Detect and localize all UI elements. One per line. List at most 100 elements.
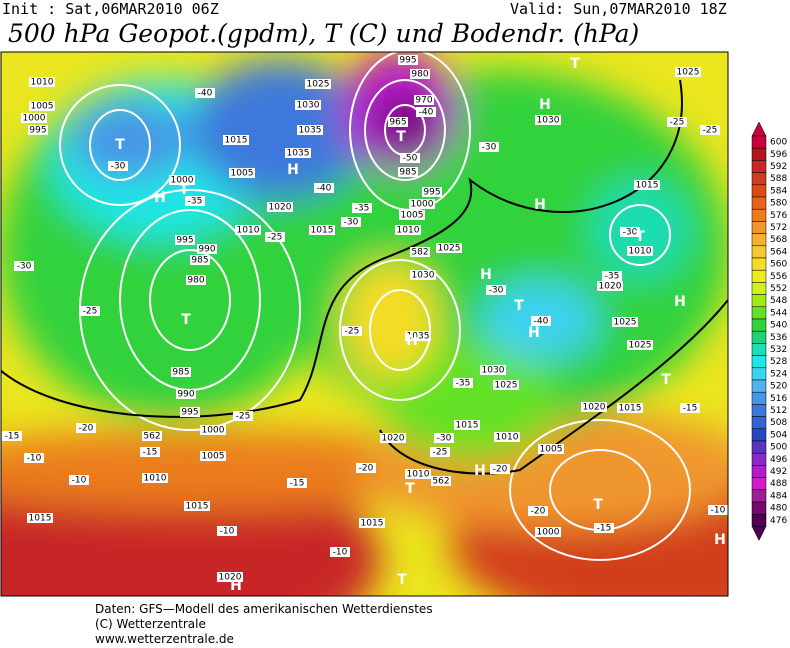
label-box: [171, 367, 191, 377]
label-box: [430, 447, 450, 457]
label-box: [14, 261, 34, 271]
contour-label: -40: [419, 108, 434, 118]
contour-label: -20: [79, 424, 94, 434]
colorbar-label: 556: [770, 272, 787, 282]
colorbar-label: 588: [770, 174, 787, 184]
contour-label: 1015: [311, 226, 334, 236]
colorbar-swatch: [751, 306, 767, 320]
contour-label: 1000: [411, 200, 434, 210]
colorbar-label: 540: [770, 321, 787, 331]
colorbar-swatch: [751, 367, 767, 381]
pressure-center: T: [514, 298, 524, 314]
label-box: [267, 202, 293, 212]
label-box: [217, 572, 243, 582]
colorbar-swatch: [751, 208, 767, 222]
label-box: [233, 411, 253, 421]
pressure-center: T: [593, 497, 603, 513]
colorbar-swatch: [751, 355, 767, 369]
colorbar-swatch: [751, 318, 767, 332]
colorbar-label: 552: [770, 284, 787, 294]
pressure-center: T: [570, 56, 580, 72]
label-box: [409, 199, 435, 209]
label-box: [493, 380, 519, 390]
contour-label: -25: [83, 307, 98, 317]
label-box: [309, 225, 335, 235]
label-box: [494, 432, 520, 442]
contour-label: 995: [181, 408, 198, 418]
pressure-center: T: [181, 312, 191, 328]
contour-label: -25: [268, 233, 283, 243]
contour-label: 1030: [482, 366, 505, 376]
colorbar-swatch: [751, 269, 767, 283]
valid-time: Valid: Sun,07MAR2010 18Z: [510, 0, 727, 18]
contour-label: 980: [411, 70, 428, 80]
contour-label: -35: [188, 197, 203, 207]
footer-line: Daten: GFS—Modell des amerikanischen Wet…: [95, 602, 433, 616]
contour-label: -20: [359, 464, 374, 474]
label-box: [180, 407, 200, 417]
label-box: [581, 402, 607, 412]
contour-label: -40: [198, 89, 213, 99]
colorbar-swatch: [751, 489, 767, 503]
contour-label: 562: [432, 477, 449, 487]
colorbar-label: 480: [770, 504, 787, 514]
contour-label: 1000: [202, 426, 225, 436]
colorbar-label: 512: [770, 406, 787, 416]
colorbar-swatch: [751, 465, 767, 478]
contour-label: 985: [399, 168, 416, 178]
colorbar-label: 532: [770, 345, 787, 355]
colorbar-label: 536: [770, 333, 787, 343]
contour-label: -20: [531, 507, 546, 517]
label-box: [69, 475, 89, 485]
label-box: [400, 153, 420, 163]
pressure-center: H: [406, 333, 418, 349]
colorbar-label: 548: [770, 296, 787, 306]
label-box: [486, 285, 506, 295]
contour-label: 1030: [412, 271, 435, 281]
contour-label: 1000: [171, 176, 194, 186]
contour-label: 1015: [636, 181, 659, 191]
label-box: [29, 77, 55, 87]
label-box: [410, 69, 430, 79]
contour-label: 1035: [407, 332, 430, 342]
label-box: [169, 175, 195, 185]
colorbar-swatch: [751, 379, 767, 393]
label-box: [21, 113, 47, 123]
contour-label: 990: [198, 245, 215, 255]
colorbar-swatch: [751, 294, 767, 308]
contour-label: 1035: [287, 149, 310, 159]
colorbar-label: 596: [770, 150, 787, 160]
label-box: [434, 433, 454, 443]
footer-line: www.wetterzentrale.de: [95, 632, 234, 646]
label-box: [352, 203, 372, 213]
label-box: [2, 431, 22, 441]
contour-label: 1010: [629, 247, 652, 257]
contour-label: 1005: [202, 452, 225, 462]
colorbar-swatch: [751, 428, 767, 442]
label-box: [314, 183, 334, 193]
pressure-center: H: [528, 325, 540, 341]
colorbar-swatch: [751, 245, 767, 259]
contour-label: -20: [493, 465, 508, 475]
label-box: [634, 180, 660, 190]
label-box: [453, 378, 473, 388]
contour-label: -30: [344, 218, 359, 228]
label-box: [708, 505, 728, 515]
pressure-center: T: [179, 182, 189, 198]
contour-label: 1025: [614, 318, 637, 328]
label-box: [627, 340, 653, 350]
colorbar-label: 476: [770, 516, 787, 526]
pressure-center: T: [405, 481, 415, 497]
label-box: [285, 148, 311, 158]
label-box: [667, 117, 687, 127]
label-box: [602, 271, 622, 281]
colorbar-swatch: [751, 221, 767, 234]
label-box: [528, 506, 548, 516]
label-box: [342, 326, 362, 336]
pressure-center: T: [397, 572, 407, 588]
contour-label: -15: [683, 404, 698, 414]
init-time: Init : Sat,06MAR2010 06Z: [2, 0, 219, 18]
label-box: [388, 117, 408, 127]
contour-label: 970: [415, 96, 432, 106]
label-box: [184, 501, 210, 511]
